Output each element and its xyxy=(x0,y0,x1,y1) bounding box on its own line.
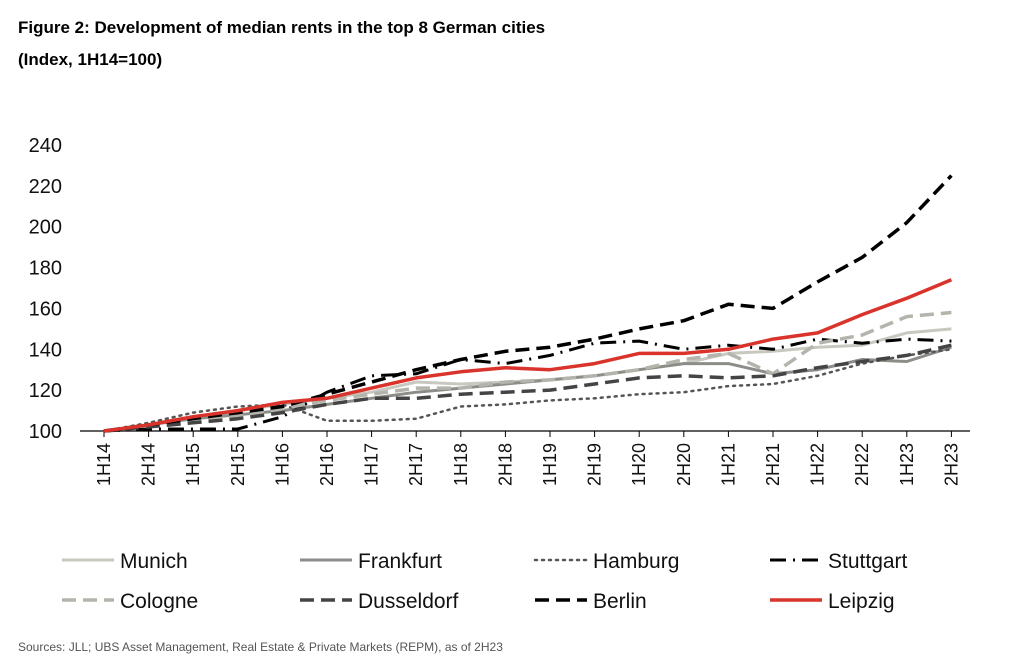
y-tick-label: 220 xyxy=(29,176,62,198)
series-line-dusseldorf xyxy=(103,343,952,433)
x-tick-label: 2H19 xyxy=(585,443,605,486)
y-tick-label: 200 xyxy=(29,217,62,239)
x-tick-label: 2H18 xyxy=(495,443,515,486)
legend-label-munich: Munich xyxy=(120,550,188,573)
legend-label-leipzig: Leipzig xyxy=(828,590,895,613)
x-tick-label: 1H20 xyxy=(629,443,649,486)
y-tick-label: 100 xyxy=(29,421,62,443)
chart-subtitle: (Index, 1H14=100) xyxy=(18,50,163,69)
x-tick-label: 2H17 xyxy=(406,443,426,486)
x-tick-label: 2H21 xyxy=(763,443,783,486)
x-tick-label: 1H16 xyxy=(272,443,292,486)
x-tick-label: 2H15 xyxy=(228,443,248,486)
legend-label-frankfurt: Frankfurt xyxy=(358,550,442,573)
legend-label-hamburg: Hamburg xyxy=(593,550,679,573)
x-tick-label: 1H19 xyxy=(540,443,560,486)
y-tick-label: 140 xyxy=(29,339,62,361)
x-tick-label: 2H22 xyxy=(852,443,872,486)
legend-label-cologne: Cologne xyxy=(120,590,198,613)
x-tick-label: 1H18 xyxy=(451,443,471,486)
x-tick-label: 1H15 xyxy=(183,443,203,486)
series-line-berlin xyxy=(103,174,953,433)
x-tick-label: 2H20 xyxy=(674,443,694,486)
chart-title: Figure 2: Development of median rents in… xyxy=(18,18,546,37)
series-line-leipzig xyxy=(103,278,953,433)
series-line-stuttgart xyxy=(103,337,952,433)
x-tick-label: 2H23 xyxy=(941,443,961,486)
series-line-hamburg xyxy=(102,348,953,433)
x-tick-label: 2H14 xyxy=(139,443,159,486)
chart-axes: 100 120 140 160 180 200 220 240 1H14 2H14 1H15 2H15… xyxy=(29,135,970,486)
x-tick-label: 1H23 xyxy=(897,443,917,486)
x-tick-label: 2H16 xyxy=(317,443,337,486)
x-tick-label: 1H14 xyxy=(94,443,114,486)
x-tick-label: 1H22 xyxy=(808,443,828,486)
y-tick-label: 240 xyxy=(29,135,62,157)
source-note: Sources: JLL; UBS Asset Management, Real… xyxy=(18,640,503,654)
legend-label-dusseldorf: Dusseldorf xyxy=(358,590,459,613)
series-line-cologne xyxy=(103,310,952,433)
chart-lines xyxy=(102,174,953,433)
y-tick-label: 180 xyxy=(29,258,62,280)
legend-label-berlin: Berlin xyxy=(593,590,647,613)
legend-label-stuttgart: Stuttgart xyxy=(828,550,908,573)
y-tick-label: 120 xyxy=(29,380,62,402)
x-tick-label: 1H21 xyxy=(718,443,738,486)
chart-legend: Munich Frankfurt Hamburg Stuttgart Cologne Du… xyxy=(62,550,908,613)
y-tick-label: 160 xyxy=(29,298,62,320)
x-tick-label: 1H17 xyxy=(362,443,382,486)
